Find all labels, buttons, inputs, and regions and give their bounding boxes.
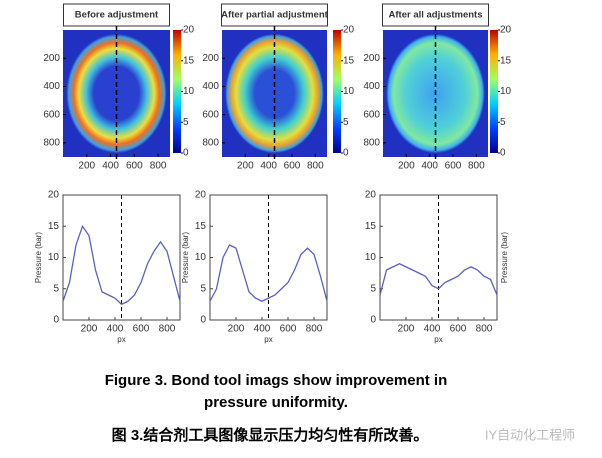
x-axis-label: px (264, 335, 272, 344)
line-series (209, 244, 328, 302)
y-tick-label: 5 (370, 283, 376, 294)
plot-frame (209, 194, 328, 321)
plot-frame (62, 194, 181, 321)
y-tick-label: 200 (43, 53, 60, 64)
colorbar-tick-label: 10 (343, 86, 355, 97)
chart-title: After all adjustments (389, 10, 483, 21)
x-tick-label: 400 (254, 324, 271, 335)
x-tick-label: 600 (126, 161, 143, 172)
x-tick-label: 400 (260, 161, 277, 172)
colorbar (333, 30, 341, 153)
colorbar-tick-label: 5 (183, 117, 189, 128)
y-tick-label: 5 (200, 283, 206, 294)
y-tick-label: 10 (195, 252, 207, 263)
y-axis-label: Pressure (bar) (34, 232, 43, 283)
y-tick-label: 0 (370, 315, 376, 326)
y-tick-label: 600 (202, 109, 219, 120)
x-tick-label: 400 (424, 324, 441, 335)
y-tick-label: 0 (200, 315, 206, 326)
colorbar-tick-label: 0 (500, 148, 506, 159)
y-tick-label: 0 (53, 315, 59, 326)
x-tick-label: 800 (159, 324, 176, 335)
x-axis-label: px (434, 335, 442, 344)
colorbar-tick-label: 5 (343, 117, 349, 128)
y-tick-label: 200 (363, 53, 380, 64)
x-axis-label: px (117, 335, 125, 344)
x-tick-label: 400 (107, 324, 124, 335)
y-tick-label: 600 (43, 109, 60, 120)
x-tick-label: 200 (398, 324, 415, 335)
colorbar (490, 30, 498, 153)
colorbar-tick-label: 5 (500, 117, 506, 128)
y-tick-label: 5 (53, 283, 59, 294)
line-series (62, 224, 181, 306)
x-tick-label: 800 (476, 324, 493, 335)
y-tick-label: 20 (365, 190, 377, 201)
y-tick-label: 15 (48, 221, 60, 232)
colorbar-tick-label: 10 (500, 86, 512, 97)
x-tick-label: 600 (284, 161, 301, 172)
y-tick-label: 200 (202, 53, 219, 64)
caption-zh: 图 3.结合剂工具图像显示压力均匀性有所改善。 (112, 426, 429, 444)
x-tick-label: 200 (398, 161, 415, 172)
colorbar (173, 30, 181, 153)
colorbar-tick-label: 20 (343, 25, 355, 36)
y-axis-label: Pressure (bar) (500, 232, 509, 283)
y-tick-label: 800 (202, 138, 219, 149)
caption-en: Figure 3. Bond tool imags show improveme… (105, 372, 448, 389)
x-tick-label: 400 (102, 161, 119, 172)
x-tick-label: 600 (280, 324, 297, 335)
chart-title: Before adjustment (75, 10, 159, 21)
colorbar-tick-label: 15 (183, 55, 195, 66)
colorbar-tick-label: 15 (500, 55, 512, 66)
colorbar-tick-label: 0 (183, 148, 189, 159)
y-tick-label: 400 (363, 81, 380, 92)
y-tick-label: 10 (48, 252, 60, 263)
x-tick-label: 800 (307, 161, 324, 172)
y-tick-label: 600 (363, 109, 380, 120)
x-tick-label: 800 (150, 161, 167, 172)
x-tick-label: 400 (421, 161, 438, 172)
colorbar-tick-label: 15 (343, 55, 355, 66)
y-tick-label: 800 (363, 138, 380, 149)
colorbar-tick-label: 20 (183, 25, 195, 36)
x-tick-label: 200 (78, 161, 95, 172)
x-tick-label: 200 (237, 161, 254, 172)
colorbar-tick-label: 10 (183, 86, 195, 97)
x-tick-label: 600 (133, 324, 150, 335)
x-tick-label: 600 (445, 161, 462, 172)
x-tick-label: 200 (228, 324, 245, 335)
y-tick-label: 10 (365, 252, 377, 263)
x-tick-label: 800 (468, 161, 485, 172)
y-tick-label: 15 (195, 221, 207, 232)
watermark: IY自动化工程师 (485, 427, 575, 442)
colorbar-tick-label: 20 (500, 25, 512, 36)
y-tick-label: 20 (48, 190, 60, 201)
y-tick-label: 400 (202, 81, 219, 92)
line-series (379, 263, 498, 296)
x-tick-label: 800 (306, 324, 323, 335)
chart-title: After partial adjustment (221, 10, 328, 21)
x-tick-label: 200 (81, 324, 98, 335)
y-tick-label: 15 (365, 221, 377, 232)
x-tick-label: 600 (450, 324, 467, 335)
y-tick-label: 20 (195, 190, 207, 201)
caption-en: pressure uniformity. (204, 394, 348, 411)
y-tick-label: 800 (43, 138, 60, 149)
y-axis-label: Pressure (bar) (181, 232, 190, 283)
colorbar-tick-label: 0 (343, 148, 349, 159)
y-tick-label: 400 (43, 81, 60, 92)
